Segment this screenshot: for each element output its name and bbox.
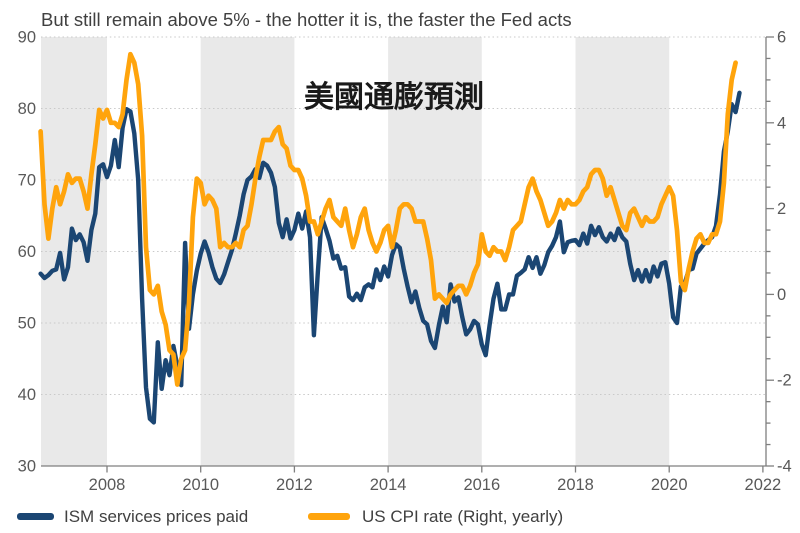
left-tick-label: 70 <box>18 172 36 190</box>
x-tick-label: 2014 <box>370 476 407 494</box>
left-tick-label: 50 <box>18 315 36 333</box>
x-tick-label: 2010 <box>182 476 219 494</box>
left-tick-label: 30 <box>18 458 36 476</box>
x-tick-label: 2020 <box>651 476 688 494</box>
legend-swatch-cpi <box>308 513 350 520</box>
series-lines <box>38 51 742 425</box>
x-tick-label: 2022 <box>745 476 782 494</box>
right-tick-label: 0 <box>777 286 786 304</box>
right-tick-label: 4 <box>777 114 786 132</box>
left-tick-label: 80 <box>18 100 36 118</box>
x-tick-label: 2018 <box>557 476 594 494</box>
legend-swatch-ism <box>17 513 54 520</box>
ism-line <box>38 90 742 425</box>
year-band <box>41 37 107 466</box>
year-band <box>388 37 482 466</box>
right-tick-label: -2 <box>777 372 792 390</box>
gridlines <box>41 36 766 395</box>
x-tick-label: 2016 <box>463 476 500 494</box>
x-tick-label: 2012 <box>276 476 313 494</box>
x-tick-label: 2008 <box>89 476 126 494</box>
legend-label-cpi: US CPI rate (Right, yearly) <box>362 507 563 526</box>
tick-labels: 2008 2010 2012 2014 2016 2018 2020 2022 6 4 2 0 -2 -4… <box>18 29 792 495</box>
left-tick-label: 40 <box>18 386 36 404</box>
right-tick-label: 2 <box>777 200 786 218</box>
legend: ISM services prices paid US CPI rate (Ri… <box>17 507 563 526</box>
right-tick-label: 6 <box>777 29 786 47</box>
annotation-us-inflation-forecast: 美國通膨預測 <box>304 80 484 114</box>
legend-label-ism: ISM services prices paid <box>64 507 248 526</box>
chart-title: But still remain above 5% - the hotter i… <box>41 9 572 30</box>
right-tick-label: -4 <box>777 458 792 476</box>
cpi-line <box>38 51 738 387</box>
left-tick-label: 90 <box>18 29 36 47</box>
left-tick-label: 60 <box>18 243 36 261</box>
axes <box>41 36 774 473</box>
